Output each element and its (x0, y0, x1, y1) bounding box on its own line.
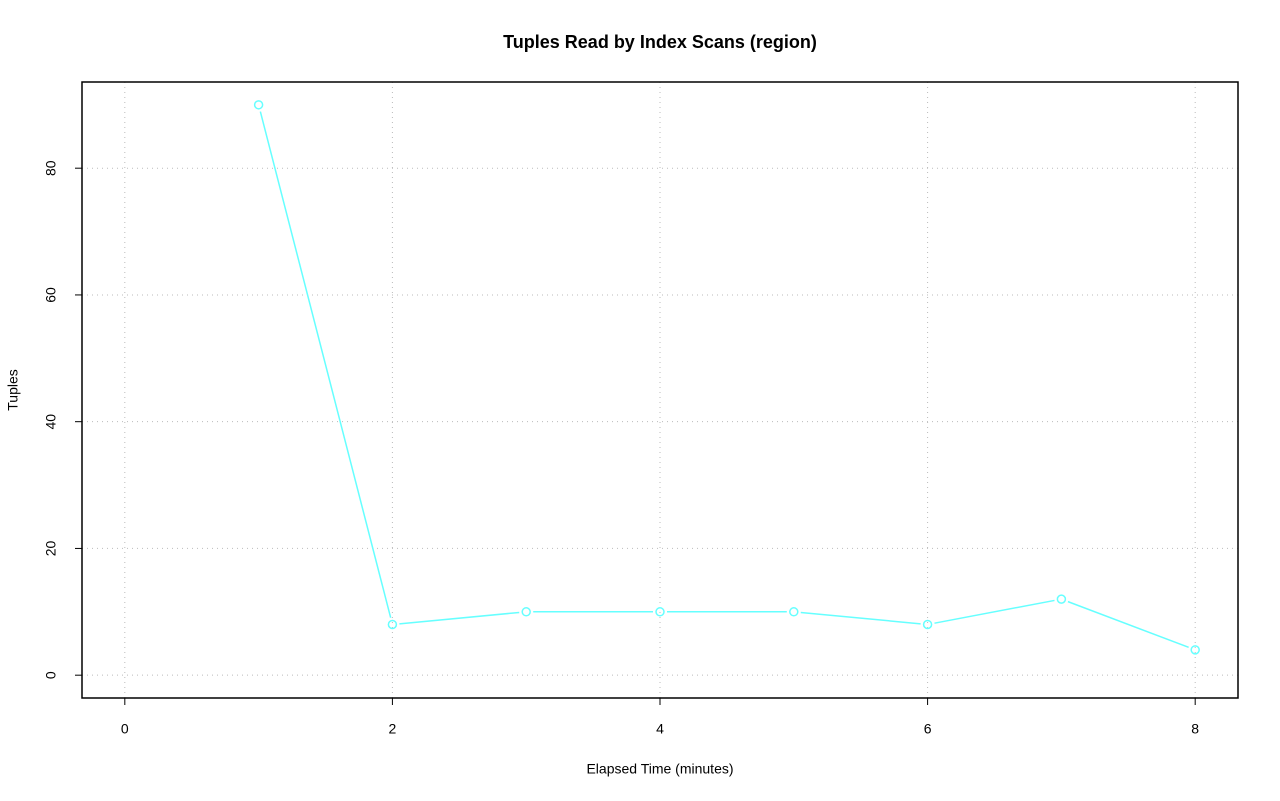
data-point (1190, 645, 1200, 655)
y-tick-label: 80 (43, 160, 59, 176)
data-point (655, 607, 665, 617)
x-tick-label: 2 (389, 721, 397, 737)
y-tick-label: 20 (43, 540, 59, 556)
y-axis-label: Tuples (5, 369, 21, 411)
x-tick-label: 8 (1191, 721, 1199, 737)
x-tick-label: 6 (924, 721, 932, 737)
plot-frame (81, 81, 1239, 699)
data-point (1056, 594, 1067, 604)
data-point (789, 607, 799, 617)
y-tick-label: 60 (43, 287, 59, 303)
data-point (521, 607, 531, 617)
series-line (259, 111, 1189, 649)
data-point (253, 100, 264, 110)
data-point (922, 619, 933, 630)
x-tick-label: 0 (121, 721, 129, 737)
x-tick-label: 4 (656, 721, 664, 737)
y-tick-label: 40 (43, 414, 59, 430)
x-axis-label: Elapsed Time (minutes) (586, 761, 733, 777)
y-tick-label: 0 (43, 671, 59, 679)
chart-title: Tuples Read by Index Scans (region) (503, 32, 817, 52)
data-point (387, 619, 398, 630)
